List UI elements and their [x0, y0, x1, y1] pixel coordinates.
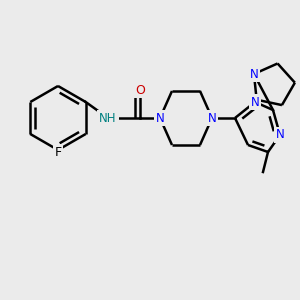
Text: N: N — [208, 112, 216, 124]
Text: N: N — [250, 68, 258, 80]
Text: O: O — [135, 83, 145, 97]
Text: N: N — [250, 95, 260, 109]
Text: F: F — [54, 146, 61, 158]
Text: N: N — [156, 112, 164, 124]
Text: N: N — [276, 128, 284, 142]
Text: NH: NH — [99, 112, 117, 124]
